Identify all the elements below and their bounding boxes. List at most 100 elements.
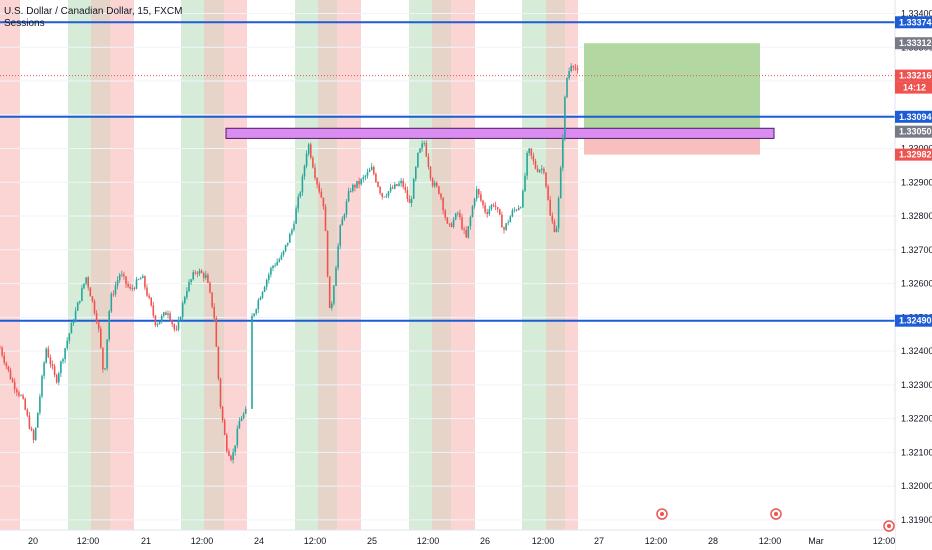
candle[interactable] [81, 284, 83, 302]
candle[interactable] [28, 411, 31, 430]
candle[interactable] [496, 206, 499, 213]
candle[interactable] [375, 172, 377, 183]
candle[interactable] [291, 228, 293, 237]
candle[interactable] [478, 188, 480, 198]
candle[interactable] [524, 172, 526, 193]
candle[interactable] [389, 183, 392, 193]
candle[interactable] [66, 337, 68, 351]
candle[interactable] [181, 300, 184, 321]
candle[interactable] [1, 345, 3, 358]
candle[interactable] [255, 308, 257, 316]
candle[interactable] [328, 276, 331, 309]
candle[interactable] [545, 171, 547, 189]
candle[interactable] [24, 397, 26, 411]
candle[interactable] [566, 77, 568, 99]
candle[interactable] [213, 303, 215, 322]
candle[interactable] [391, 184, 394, 190]
candle[interactable] [465, 226, 467, 239]
candle[interactable] [97, 320, 100, 333]
candle[interactable] [394, 181, 396, 190]
candle[interactable] [228, 448, 230, 457]
candle[interactable] [345, 198, 348, 218]
candle[interactable] [72, 318, 75, 326]
candle[interactable] [171, 319, 173, 328]
candle[interactable] [299, 191, 302, 199]
candle[interactable] [448, 223, 451, 228]
time-axis[interactable] [0, 530, 895, 550]
candle[interactable] [549, 196, 551, 216]
candle[interactable] [251, 313, 253, 409]
candle[interactable] [303, 164, 306, 180]
candle[interactable] [415, 165, 417, 182]
candle[interactable] [118, 272, 121, 284]
candle[interactable] [32, 428, 35, 444]
candle[interactable] [534, 158, 537, 170]
candle[interactable] [110, 291, 113, 313]
candle[interactable] [490, 203, 493, 212]
candle[interactable] [473, 197, 476, 209]
candle[interactable] [39, 393, 41, 416]
candle[interactable] [349, 188, 352, 193]
candle[interactable] [408, 195, 411, 203]
candle[interactable] [383, 196, 386, 198]
candle[interactable] [387, 191, 390, 199]
candle[interactable] [192, 269, 194, 281]
candle[interactable] [135, 276, 138, 290]
candle[interactable] [112, 290, 115, 297]
candle[interactable] [41, 374, 43, 399]
candle[interactable] [175, 325, 178, 332]
candle[interactable] [236, 425, 239, 449]
candle[interactable] [184, 295, 186, 305]
candle[interactable] [240, 415, 243, 422]
candle[interactable] [419, 148, 421, 154]
candle[interactable] [364, 174, 367, 181]
candle[interactable] [152, 301, 155, 318]
candle[interactable] [129, 283, 131, 291]
candle[interactable] [116, 276, 119, 290]
candle[interactable] [568, 67, 570, 81]
candle[interactable] [272, 264, 274, 272]
candle[interactable] [125, 276, 127, 288]
candle[interactable] [60, 360, 62, 378]
candle[interactable] [488, 205, 491, 216]
candle[interactable] [381, 192, 383, 200]
candle[interactable] [226, 432, 228, 453]
candle[interactable] [356, 180, 358, 189]
indicator-label[interactable]: Sessions [4, 18, 45, 29]
candle[interactable] [156, 322, 159, 328]
candle[interactable] [538, 169, 541, 174]
candle[interactable] [244, 406, 247, 415]
candle[interactable] [278, 257, 281, 263]
candle[interactable] [513, 207, 516, 213]
candle[interactable] [562, 134, 564, 172]
candle[interactable] [276, 258, 278, 266]
candle[interactable] [207, 273, 209, 284]
candle[interactable] [106, 339, 108, 371]
candle[interactable] [547, 184, 549, 201]
candle[interactable] [22, 393, 24, 400]
candle[interactable] [95, 310, 98, 325]
candle[interactable] [505, 222, 507, 232]
candle[interactable] [51, 360, 54, 370]
candle[interactable] [307, 142, 310, 157]
candle[interactable] [198, 268, 201, 276]
candle[interactable] [230, 454, 232, 462]
candle[interactable] [62, 357, 64, 364]
candle[interactable] [431, 177, 434, 188]
candle[interactable] [123, 271, 125, 280]
candle[interactable] [221, 405, 224, 423]
candle[interactable] [259, 296, 262, 301]
candle[interactable] [501, 211, 503, 228]
candle[interactable] [368, 167, 371, 173]
candle[interactable] [406, 186, 409, 202]
candle[interactable] [49, 354, 52, 368]
candle[interactable] [165, 310, 167, 316]
candle[interactable] [467, 226, 470, 239]
candle[interactable] [85, 277, 87, 286]
candle[interactable] [444, 208, 446, 221]
candle[interactable] [76, 301, 79, 311]
candle[interactable] [528, 148, 530, 156]
candle[interactable] [370, 162, 373, 171]
candle[interactable] [511, 208, 514, 218]
